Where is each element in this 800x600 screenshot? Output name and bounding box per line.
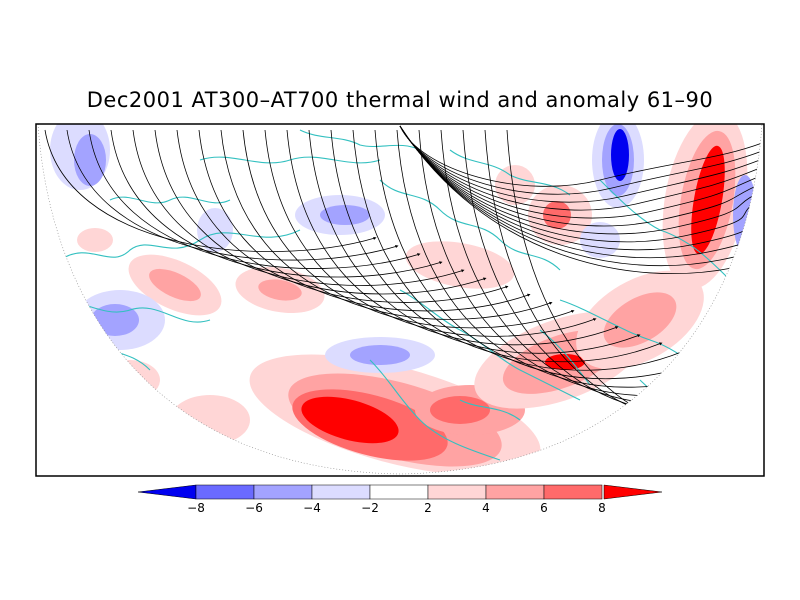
streamline bbox=[374, 129, 707, 380]
colorbar-tick-label: −6 bbox=[245, 501, 263, 515]
anomaly-region bbox=[74, 134, 106, 186]
streamline bbox=[176, 129, 509, 303]
colorbar-segment bbox=[253, 484, 313, 500]
streamline bbox=[220, 129, 553, 320]
anomaly-region bbox=[430, 396, 490, 424]
streamline bbox=[66, 129, 399, 261]
colorbar-tick-label: 4 bbox=[482, 501, 490, 515]
anomaly-region bbox=[258, 279, 302, 301]
colorbar-segment bbox=[195, 484, 255, 500]
coastline bbox=[379, 179, 561, 271]
anomaly-region bbox=[543, 201, 571, 229]
streamline bbox=[352, 129, 685, 371]
anomaly-region bbox=[580, 222, 620, 258]
streamline bbox=[286, 129, 619, 346]
streamline bbox=[198, 129, 531, 312]
streamline bbox=[399, 125, 762, 227]
coastline bbox=[299, 129, 421, 151]
domain-edge bbox=[37, 123, 763, 475]
streamline bbox=[399, 125, 762, 243]
anomaly-region bbox=[350, 345, 410, 365]
map-frame bbox=[35, 123, 765, 477]
coastline bbox=[199, 156, 381, 164]
anomaly-region bbox=[603, 292, 677, 348]
streamline bbox=[399, 125, 762, 235]
colorbar: −8 −6 −4 −2 2 4 6 8 bbox=[137, 484, 663, 515]
coastline bbox=[109, 196, 231, 204]
colorbar-tick-label: 6 bbox=[540, 501, 548, 515]
coastline bbox=[59, 229, 301, 261]
colorbar-segment bbox=[485, 484, 545, 500]
streamline bbox=[399, 125, 762, 187]
colorbar-tick-label: −8 bbox=[187, 501, 205, 515]
coastline bbox=[369, 359, 501, 461]
anomaly-region bbox=[691, 145, 725, 255]
streamline bbox=[330, 129, 663, 363]
colorbar-segment bbox=[369, 484, 429, 500]
anomaly-region bbox=[495, 165, 535, 205]
colorbar-segment bbox=[427, 484, 487, 500]
streamline bbox=[399, 125, 762, 211]
anomaly-region bbox=[405, 241, 515, 289]
colorbar-segment bbox=[543, 484, 603, 500]
streamline bbox=[154, 129, 487, 295]
map-title: Dec2001 AT300–AT700 thermal wind and ano… bbox=[86, 88, 714, 112]
anomaly-region bbox=[197, 208, 233, 252]
colorbar-segment bbox=[603, 484, 663, 500]
streamline bbox=[399, 125, 762, 219]
map-domain bbox=[38, 124, 762, 474]
coastline bbox=[399, 289, 581, 401]
colorbar-tick-label: −4 bbox=[303, 501, 321, 515]
colorbar-segment bbox=[137, 484, 197, 500]
anomaly-region bbox=[320, 205, 370, 225]
anomaly-region bbox=[301, 396, 399, 444]
anomaly-region bbox=[611, 129, 629, 181]
anomaly-region bbox=[170, 395, 250, 445]
streamline bbox=[399, 125, 762, 195]
colorbar-tick-label: 8 bbox=[598, 501, 606, 515]
streamline bbox=[88, 129, 421, 269]
anomaly-region bbox=[77, 228, 113, 252]
streamline bbox=[308, 129, 641, 354]
streamline bbox=[242, 129, 575, 329]
anomaly-region bbox=[91, 304, 139, 336]
anomaly-region bbox=[149, 268, 201, 302]
colorbar-tick-label: 2 bbox=[424, 501, 432, 515]
anomaly-field bbox=[50, 124, 757, 474]
coastline bbox=[639, 379, 701, 421]
colorbar-segment bbox=[311, 484, 371, 500]
streamline bbox=[399, 125, 762, 203]
coastline bbox=[539, 329, 591, 386]
coastline bbox=[459, 399, 521, 421]
anomaly-region bbox=[100, 360, 160, 400]
colorbar-tick-label: −2 bbox=[361, 501, 379, 515]
